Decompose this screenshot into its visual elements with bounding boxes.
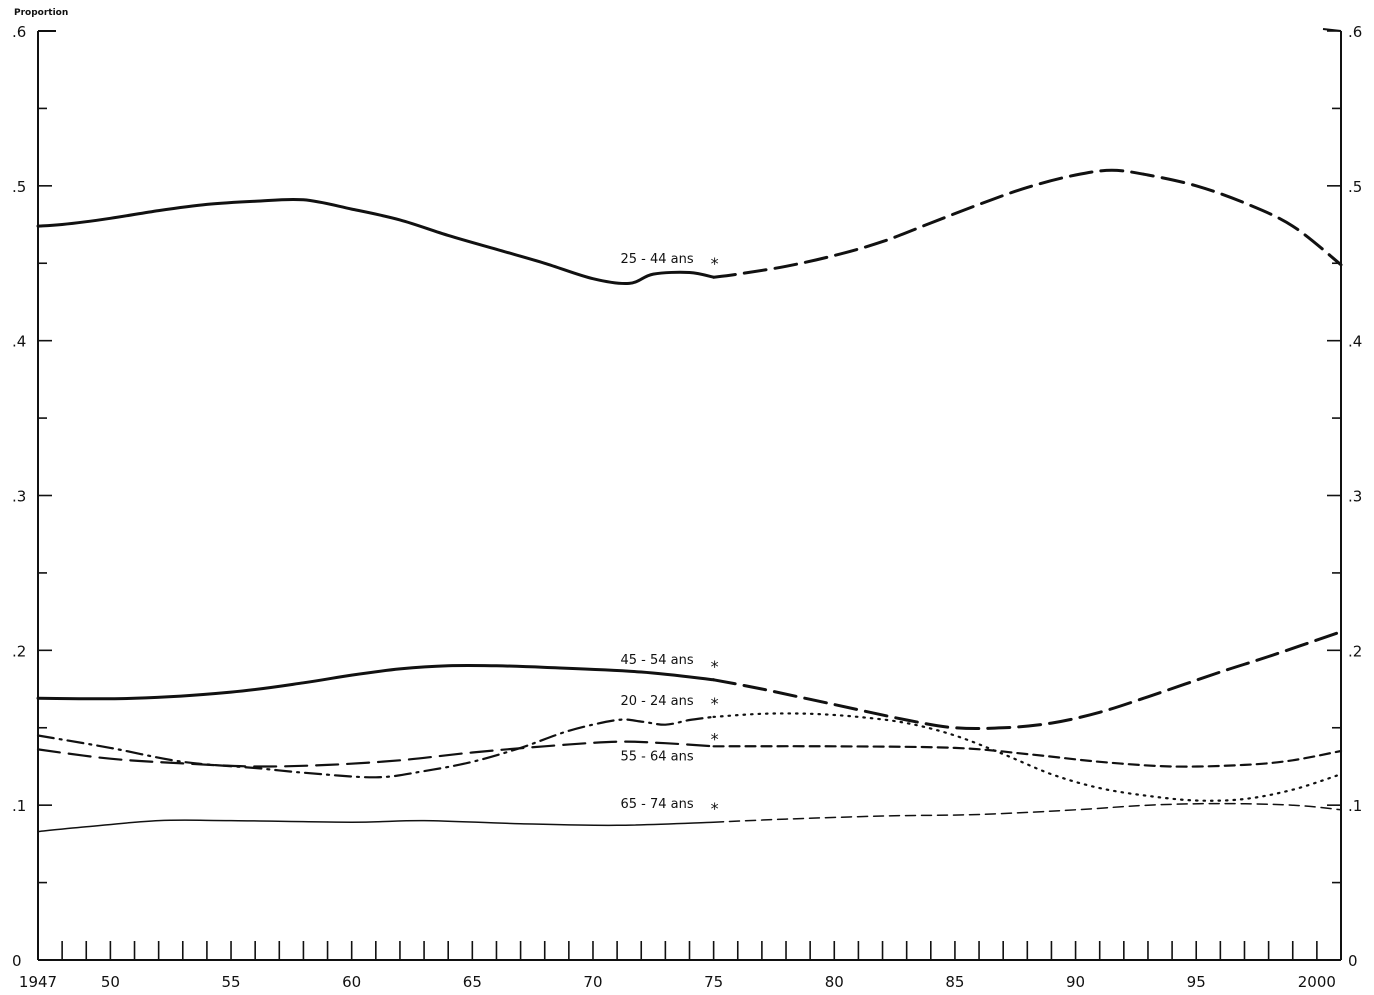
y-tick-label-left: .2 — [12, 642, 26, 660]
series-25-44-observed — [36, 197, 716, 286]
series-55-64-observed — [36, 740, 715, 768]
y-tick-label-right: .2 — [1348, 642, 1362, 660]
series-label: 20 - 24 ans — [620, 694, 693, 709]
y-tick-label-left: .5 — [12, 178, 26, 196]
x-tick-label: 60 — [342, 973, 361, 991]
projection-marker: * — [711, 729, 719, 748]
x-tick-label: 75 — [704, 973, 723, 991]
series-20-24-projected — [712, 712, 1343, 802]
series-55-64-projected — [712, 745, 1343, 768]
y-tick-label-left: .1 — [12, 797, 26, 815]
projection-marker: * — [711, 657, 719, 676]
y-tick-label-right: .5 — [1348, 178, 1362, 196]
series-20-24-observed — [36, 715, 715, 779]
series-65-74-projected — [712, 802, 1342, 823]
y-tick-label-left: .6 — [12, 23, 26, 41]
projection-marker: * — [711, 694, 719, 713]
projection-marker: * — [711, 254, 719, 273]
y-axis-label: Proportion — [14, 8, 68, 18]
y-tick-label-right: .3 — [1348, 488, 1362, 506]
x-tick-label: 80 — [825, 973, 844, 991]
x-tick-label: 50 — [101, 973, 120, 991]
series-label: 45 - 54 ans — [620, 653, 693, 668]
y-tick-label-right: 0 — [1348, 952, 1358, 970]
series-65-74-observed — [37, 819, 715, 833]
y-tick-label-right: .6 — [1348, 23, 1362, 41]
x-tick-label: 90 — [1066, 973, 1085, 991]
x-tick-label: 55 — [221, 973, 240, 991]
y-tick-label-left: .4 — [12, 333, 26, 351]
series-label: 25 - 44 ans — [620, 252, 693, 267]
series-45-54-projected — [712, 630, 1343, 731]
series-25-44-projected — [712, 168, 1343, 279]
x-tick-label: 2000 — [1298, 973, 1336, 991]
series-label: 65 - 74 ans — [620, 797, 693, 812]
projection-marker: * — [711, 799, 719, 818]
x-tick-label: 85 — [945, 973, 964, 991]
y-tick-label-left: .3 — [12, 488, 26, 506]
series-labels: 25 - 44 ans * 45 - 54 ans * 20 - 24 ans * 55 -… — [620, 252, 718, 818]
axes: 0 0 .1 .1 .2 .2 .3 .3 .4 .4 .5 .5 .6 .6 1947 50 55 60 65 70… — [12, 23, 1362, 991]
y-tick-label-right: .4 — [1348, 333, 1362, 351]
y-tick-label-right: .1 — [1348, 797, 1362, 815]
x-tick-label: 70 — [583, 973, 602, 991]
series-label: 55 - 64 ans — [620, 749, 693, 764]
y-tick-label-left: 0 — [12, 952, 22, 970]
x-tick-label: 65 — [463, 973, 482, 991]
series-45-54-observed — [36, 664, 716, 701]
x-tick-label: 1947 — [19, 973, 57, 991]
series-layer — [36, 168, 1343, 833]
x-tick-label: 95 — [1187, 973, 1206, 991]
